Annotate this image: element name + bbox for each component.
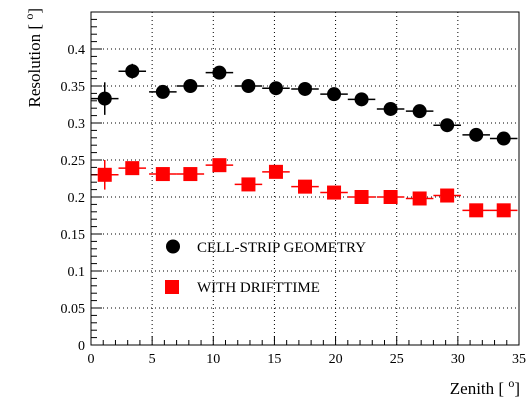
data-point bbox=[241, 79, 256, 93]
series-cell-strip bbox=[91, 63, 518, 146]
y-tick-label: 0.2 bbox=[68, 191, 86, 206]
legend-marker-cell-strip bbox=[166, 239, 180, 254]
data-point bbox=[97, 91, 112, 106]
x-tick-label: 10 bbox=[206, 352, 220, 367]
data-point bbox=[155, 84, 170, 99]
y-axis-title: Resolution [ o] bbox=[22, 8, 44, 108]
data-point bbox=[469, 127, 484, 142]
data-point bbox=[327, 185, 342, 200]
y-tick-label: 0.25 bbox=[61, 154, 86, 169]
data-point bbox=[327, 87, 342, 102]
y-tick-label: 0.4 bbox=[68, 43, 86, 58]
data-point bbox=[298, 81, 312, 96]
data-point bbox=[496, 131, 511, 146]
data-point bbox=[268, 164, 283, 179]
legend: CELL-STRIP GEOMETRY WITH DRIFTTIME bbox=[165, 239, 366, 296]
x-tick-label: 30 bbox=[451, 352, 465, 367]
data-point bbox=[268, 81, 283, 96]
data-point bbox=[412, 104, 427, 119]
y-tick-label: 0.15 bbox=[61, 228, 86, 243]
data-point bbox=[440, 188, 455, 203]
data-point bbox=[97, 167, 112, 182]
x-tick-label: 15 bbox=[267, 352, 281, 367]
data-point bbox=[183, 167, 198, 182]
data-series bbox=[91, 63, 518, 218]
data-point bbox=[183, 79, 198, 93]
x-tick-label: 25 bbox=[390, 352, 404, 367]
data-point bbox=[496, 203, 511, 218]
y-tick-label: 0.35 bbox=[61, 80, 86, 95]
y-tick-label: 0.1 bbox=[68, 265, 86, 280]
data-point bbox=[298, 179, 312, 194]
data-point bbox=[383, 190, 398, 204]
data-point bbox=[440, 118, 455, 133]
data-point bbox=[412, 191, 427, 206]
x-tick-label: 35 bbox=[512, 352, 526, 367]
data-point bbox=[212, 65, 227, 80]
legend-label-drifttime: WITH DRIFTTIME bbox=[197, 280, 320, 296]
data-point bbox=[241, 177, 256, 192]
data-point bbox=[354, 92, 369, 107]
x-tick-label: 20 bbox=[329, 352, 343, 367]
legend-marker-drifttime bbox=[165, 280, 179, 294]
y-tick-label: 0.3 bbox=[68, 117, 86, 132]
y-tick-label: 0.05 bbox=[61, 302, 86, 317]
data-point bbox=[212, 158, 227, 173]
axis-ticks: 0 5 10 15 20 25 30 35 0 0.05 0.1 0.15 0.2 0.25 0.3 0.35… bbox=[61, 18, 526, 367]
x-tick-label: 0 bbox=[88, 352, 95, 367]
data-point bbox=[469, 203, 484, 218]
data-point bbox=[125, 161, 140, 176]
y-tick-label: 0 bbox=[78, 339, 85, 354]
x-axis-title: Zenith [ o] bbox=[450, 376, 520, 398]
legend-label-cell-strip: CELL-STRIP GEOMETRY bbox=[197, 240, 366, 256]
data-point bbox=[354, 190, 369, 204]
data-point bbox=[383, 101, 398, 116]
plot-frame bbox=[90, 11, 520, 346]
data-point bbox=[155, 167, 170, 182]
data-point bbox=[125, 64, 140, 79]
series-drifttime bbox=[91, 158, 518, 218]
x-tick-label: 5 bbox=[149, 352, 156, 367]
